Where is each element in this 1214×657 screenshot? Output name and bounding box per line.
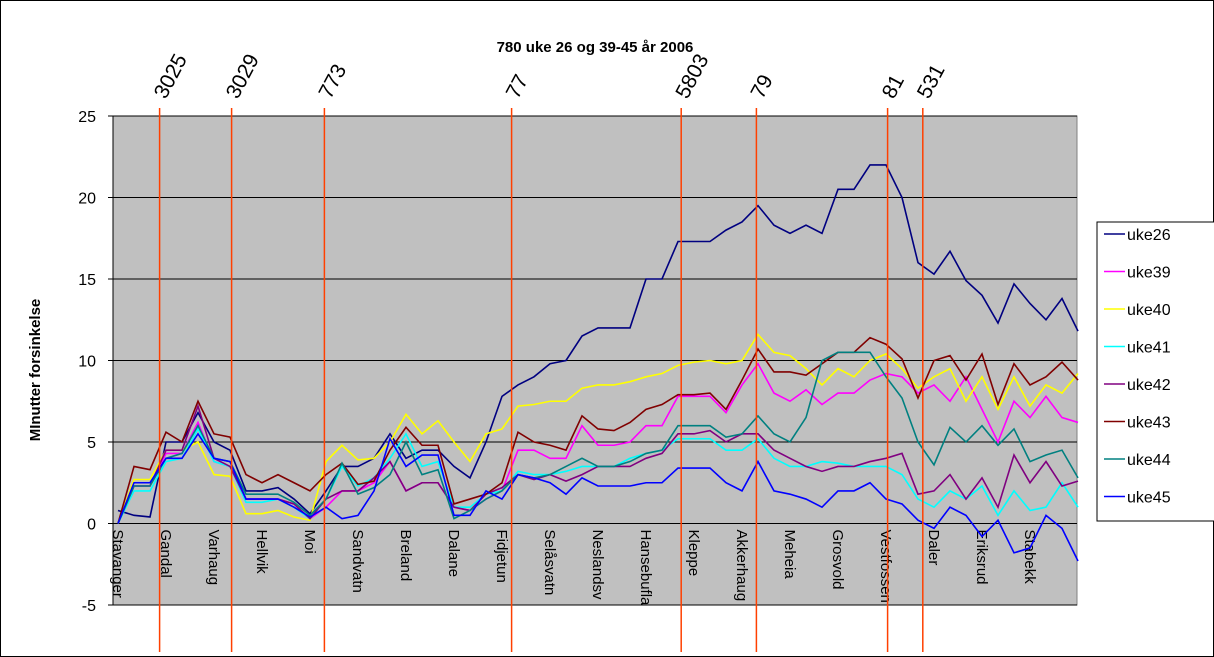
x-tick-label: Hansebufla (637, 530, 654, 607)
chart-title: 780 uke 26 og 39-45 år 2006 (497, 39, 694, 56)
legend: uke26 uke39 uke40 uke41 uke42 uke43 uke44 uke45 (1096, 221, 1214, 522)
y-axis-label: MInutter forsinkelse (27, 299, 44, 442)
legend-label: uke42 (1127, 377, 1171, 394)
y-tick-label: -5 (82, 598, 96, 615)
x-tick-label: Meheia (781, 530, 798, 580)
x-tick-label: Sandvatn (349, 530, 366, 593)
x-tick-label: Akkerhaug (733, 530, 750, 602)
x-tick-label: Selåsvatn (541, 530, 558, 596)
x-tick-label: Hellvik (253, 530, 270, 575)
x-tick-label: Moi (301, 530, 318, 554)
series-line (117, 432, 1079, 562)
x-tick-label: Stabekk (1021, 530, 1038, 585)
x-tick-label: Stavanger (109, 530, 126, 598)
y-tick-label: 20 (78, 191, 96, 208)
x-tick-label: Gandal (157, 530, 174, 578)
x-tick-label: Varhaug (205, 530, 222, 586)
legend-label: uke40 (1127, 302, 1171, 319)
series-line (117, 336, 1079, 524)
x-tick-label: Fidjetun (493, 530, 510, 583)
x-tick-label: Dalane (445, 530, 462, 578)
legend-label: uke43 (1127, 415, 1171, 432)
y-tick-label: 0 (87, 517, 96, 534)
x-tick-label: Eriksrud (973, 530, 990, 585)
y-tick-label: 25 (78, 109, 96, 126)
x-tick-label: Vestfossen (877, 530, 894, 603)
legend-label: uke26 (1127, 227, 1171, 244)
x-tick-label: Daler (925, 530, 942, 566)
legend-label: uke45 (1127, 490, 1171, 507)
legend-label: uke39 (1127, 265, 1171, 282)
legend-label: uke44 (1127, 452, 1171, 469)
x-tick-label: Breland (397, 530, 414, 582)
x-tick-label: Grosvold (829, 530, 846, 590)
series-line (117, 164, 1079, 518)
series-line (117, 333, 1079, 524)
y-tick-label: 15 (78, 272, 96, 289)
plot-area: -5 0 5 10 15 20 25 Stavanger Gandal Varhaug Hellvi… (78, 50, 1079, 652)
y-tick-label: 10 (78, 354, 96, 371)
legend-label: uke41 (1127, 340, 1171, 357)
x-tick-label: Kleppe (685, 530, 702, 577)
y-tick-label: 5 (87, 435, 96, 452)
x-tick-label: Neslandsv (589, 530, 606, 601)
series-line (117, 351, 1079, 524)
